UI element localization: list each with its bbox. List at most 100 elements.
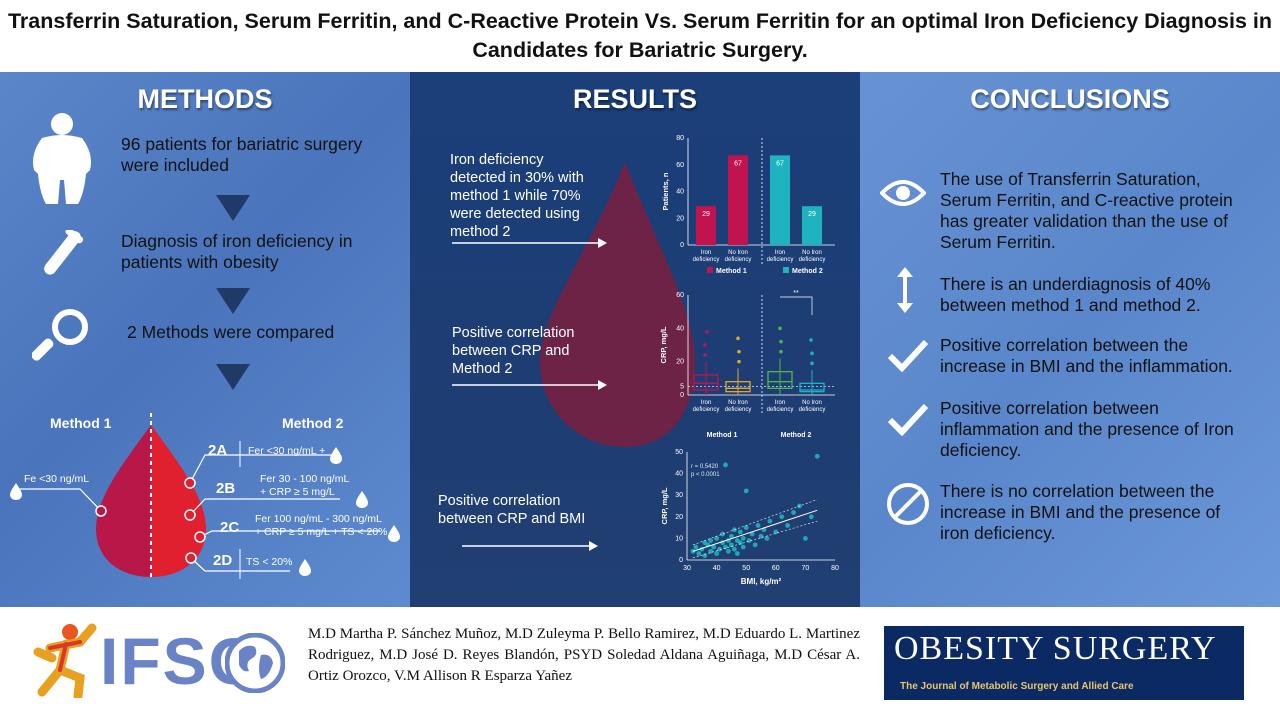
scatter-p-annotation: p < 0.0001: [691, 472, 720, 478]
footer: IFSO M.D Martha P. Sánchez Muñoz, M.D Zu…: [0, 607, 1280, 715]
scatter-point: [779, 514, 785, 520]
scatter-point: [764, 536, 770, 541]
scatter-y-tick-label: 20: [675, 514, 683, 521]
box: [799, 382, 825, 393]
journal-name: OBESITY SURGERY: [894, 630, 1217, 667]
bar-value-label: 29: [808, 211, 816, 218]
method-2d-criterion: TS < 20%: [246, 556, 293, 568]
box-group-label-method-1: Method 1: [707, 432, 738, 439]
significance-label: **: [793, 290, 799, 297]
method-2c-code: 2C: [220, 519, 240, 536]
box-y-axis-label: CRP, mg/L: [659, 326, 668, 363]
scatter-point: [729, 533, 734, 539]
scatter-x-axis-label: BMI, kg/m²: [741, 577, 782, 586]
box-y-tick-label: 20: [676, 359, 684, 366]
scatter-point: [723, 462, 728, 468]
scatter-point: [737, 529, 743, 535]
blood-drop-diagram: [10, 413, 400, 579]
box-y-tick-label: 60: [676, 292, 684, 299]
result-finding-2: Positive correlation between CRP and Met…: [452, 325, 575, 377]
scatter-point: [720, 531, 725, 537]
scatter-point: [743, 525, 749, 530]
result-finding-3: Positive correlation between CRP and BMI: [438, 493, 586, 527]
box-y-tick-label: 0: [680, 392, 684, 399]
scatter-point: [814, 453, 820, 459]
authors: M.D Martha P. Sánchez Muñoz, M.D Zuleyma…: [308, 626, 860, 684]
scatter-regression-line: [692, 509, 818, 552]
scatter-point: [693, 544, 699, 550]
box: [725, 381, 751, 393]
box-y-tick-label: 40: [676, 325, 684, 332]
box: [767, 371, 793, 389]
result-finding-1: Iron deficiency detected in 30% with met…: [450, 152, 584, 240]
legend-swatch-method-1: [707, 267, 713, 273]
scatter-point: [734, 551, 740, 556]
legend-label-method-2: Method 2: [792, 268, 823, 275]
scatter-y-tick-label: 40: [675, 471, 683, 478]
scatter-ci-upper: [692, 499, 818, 546]
box-outlier: [736, 336, 740, 341]
scatter-r-annotation: r = 0.5420: [691, 464, 719, 470]
scatter-point: [708, 538, 714, 543]
box-category-label-line-2: deficiency: [693, 407, 720, 413]
bar-category-label-line-1: Iron: [701, 250, 711, 256]
scatter-point: [714, 551, 719, 556]
legend-label-method-1: Method 1: [716, 268, 747, 275]
scatter-point: [743, 488, 749, 494]
methods-panel: METHODS 96 patients for bariatric surger…: [0, 72, 410, 607]
method-1-criterion: Fe <30 ng/mL: [24, 473, 90, 485]
scatter-point: [785, 523, 791, 528]
box-outlier: [810, 361, 814, 366]
box-outlier: [779, 339, 783, 344]
no-sign-icon: [887, 483, 929, 525]
conclusion-1: The use of Transferrin Saturation, Serum…: [940, 169, 1233, 252]
scatter-y-tick-label: 50: [675, 449, 683, 456]
scatter-point: [726, 548, 731, 554]
scatter-y-axis-label: CRP, mg/L: [660, 487, 669, 524]
conclusion-3: Positive correlation between the increas…: [940, 335, 1233, 376]
scatter-point: [708, 548, 714, 554]
bar-y-tick-label: 80: [676, 135, 684, 142]
scatter-x-tick-label: 30: [683, 565, 691, 572]
bar: [728, 155, 748, 245]
bar-category-label-line-1: No Iron: [728, 250, 748, 256]
ifso-runner-icon: [33, 623, 97, 698]
bar-y-tick-label: 20: [676, 215, 684, 222]
box: [693, 374, 719, 391]
globe-icon: [225, 633, 285, 693]
scatter-y-tick-label: 10: [675, 535, 683, 542]
scatter-point: [773, 529, 779, 535]
method-2c-criterion-1: Fer 100 ng/mL - 300 ng/mL: [255, 513, 382, 525]
box-category-label-line-1: Iron: [775, 400, 785, 406]
journal-logo: OBESITY SURGERY The Journal of Metabolic…: [884, 626, 1244, 700]
page-title: Transferrin Saturation, Serum Ferritin, …: [0, 0, 1280, 72]
box-category-label-line-2: deficiency: [799, 407, 826, 413]
bar-category-label-line-2: deficiency: [725, 257, 752, 263]
significance-bracket: [780, 296, 813, 315]
legend-swatch-method-2: [783, 267, 789, 273]
box-outlier: [809, 338, 813, 342]
bar-value-label: 29: [702, 211, 710, 218]
bar-category-label-line-2: deficiency: [767, 257, 794, 263]
box-category-label-line-1: No Iron: [728, 400, 748, 406]
scatter-point: [791, 510, 796, 515]
scatter-point: [737, 540, 743, 546]
methods-step-1: 96 patients for bariatric surgery were i…: [121, 134, 363, 175]
box-group-label-method-2: Method 2: [781, 432, 812, 439]
bar-y-tick-label: 40: [676, 189, 684, 196]
method-1-label: Method 1: [50, 415, 112, 431]
box-category-label-line-2: deficiency: [767, 407, 794, 413]
scatter-point: [803, 536, 808, 541]
scatter-point: [749, 531, 755, 537]
arrow-right-icon: [452, 380, 607, 390]
results-panel: RESULTS Iron deficiency detected in 30% …: [410, 72, 860, 607]
method-2b-criterion-1: Fer 30 - 100 ng/mL: [260, 473, 350, 485]
bar: [770, 155, 790, 245]
box-outlier: [779, 349, 783, 354]
scatter-point: [755, 523, 761, 528]
arrow-down-icon: [216, 364, 250, 390]
box-outlier: [778, 326, 782, 331]
eye-icon: [880, 180, 926, 206]
